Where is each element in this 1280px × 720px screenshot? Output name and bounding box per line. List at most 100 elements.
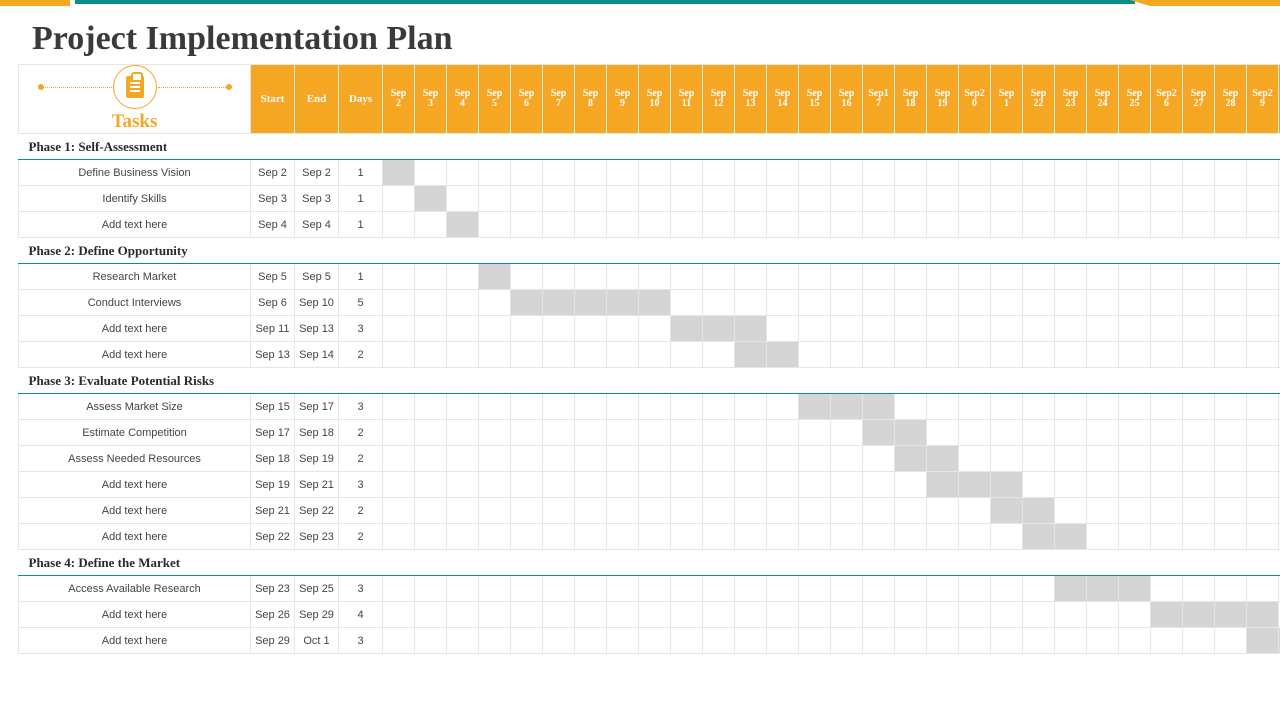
task-row: Identify SkillsSep 3Sep 31 [19, 186, 1280, 212]
gantt-cell [607, 264, 639, 290]
gantt-cell [1151, 576, 1183, 602]
gantt-cell [767, 264, 799, 290]
gantt-cell [1023, 602, 1055, 628]
gantt-cell [511, 316, 543, 342]
gantt-bar-cell [415, 186, 447, 212]
gantt-cell [671, 446, 703, 472]
gantt-cell [1215, 186, 1247, 212]
gantt-cell [447, 342, 479, 368]
gantt-cell [831, 186, 863, 212]
gantt-bar-cell [735, 342, 767, 368]
gantt-cell [735, 498, 767, 524]
task-name: Conduct Interviews [19, 290, 251, 316]
gantt-bar-cell [607, 290, 639, 316]
gantt-cell [639, 264, 671, 290]
task-days: 2 [339, 342, 383, 368]
gantt-cell [927, 576, 959, 602]
gantt-cell [383, 472, 415, 498]
gantt-cell [895, 472, 927, 498]
gantt-cell [959, 576, 991, 602]
task-days: 5 [339, 290, 383, 316]
gantt-cell [383, 446, 415, 472]
gantt-cell [1247, 160, 1279, 186]
gantt-cell [1119, 342, 1151, 368]
gantt-cell [479, 446, 511, 472]
gantt-cell [1087, 186, 1119, 212]
gantt-cell [831, 316, 863, 342]
gantt-cell [1119, 498, 1151, 524]
gantt-cell [511, 472, 543, 498]
gantt-cell [735, 576, 767, 602]
clipboard-icon [113, 65, 157, 109]
task-row: Define Business VisionSep 2Sep 21 [19, 160, 1280, 186]
task-end: Sep 29 [295, 602, 339, 628]
gantt-cell [639, 524, 671, 550]
gantt-cell [1151, 160, 1183, 186]
gantt-cell [1215, 342, 1247, 368]
tasks-header-label: Tasks [19, 111, 250, 133]
gantt-cell [959, 602, 991, 628]
date-header: Sep6 [511, 65, 543, 134]
gantt-cell [639, 576, 671, 602]
gantt-cell [1023, 420, 1055, 446]
gantt-cell [863, 160, 895, 186]
gantt-cell [1023, 394, 1055, 420]
gantt-cell [415, 628, 447, 654]
date-header: Sep13 [735, 65, 767, 134]
gantt-cell [543, 498, 575, 524]
gantt-cell [799, 628, 831, 654]
task-name: Research Market [19, 264, 251, 290]
gantt-bar-cell [927, 472, 959, 498]
gantt-cell [383, 498, 415, 524]
task-start: Sep 21 [251, 498, 295, 524]
gantt-cell [1183, 342, 1215, 368]
gantt-cell [415, 160, 447, 186]
gantt-cell [735, 628, 767, 654]
gantt-cell [575, 420, 607, 446]
gantt-cell [1151, 186, 1183, 212]
phase-row: Phase 1: Self-Assessment [19, 134, 1280, 160]
gantt-cell [991, 290, 1023, 316]
gantt-cell [543, 160, 575, 186]
gantt-bar-cell [1247, 602, 1279, 628]
gantt-cell [1183, 212, 1215, 238]
gantt-cell [1151, 472, 1183, 498]
gantt-cell [767, 602, 799, 628]
gantt-cell [415, 602, 447, 628]
gantt-cell [959, 342, 991, 368]
task-name: Estimate Competition [19, 420, 251, 446]
task-start: Sep 5 [251, 264, 295, 290]
gantt-cell [991, 446, 1023, 472]
task-name: Define Business Vision [19, 160, 251, 186]
task-end: Sep 23 [295, 524, 339, 550]
gantt-cell [575, 628, 607, 654]
gantt-cell [927, 160, 959, 186]
gantt-cell [447, 498, 479, 524]
gantt-bar-cell [799, 394, 831, 420]
gantt-cell [575, 316, 607, 342]
gantt-cell [703, 290, 735, 316]
gantt-cell [959, 498, 991, 524]
gantt-cell [575, 264, 607, 290]
task-name: Add text here [19, 524, 251, 550]
task-name: Add text here [19, 212, 251, 238]
task-row: Research MarketSep 5Sep 51 [19, 264, 1280, 290]
gantt-cell [479, 290, 511, 316]
gantt-cell [543, 212, 575, 238]
date-header: Sep22 [1023, 65, 1055, 134]
gantt-cell [639, 160, 671, 186]
gantt-cell [671, 602, 703, 628]
gantt-cell [703, 628, 735, 654]
gantt-cell [479, 420, 511, 446]
gantt-cell [607, 498, 639, 524]
gantt-cell [1247, 394, 1279, 420]
gantt-cell [991, 316, 1023, 342]
gantt-cell [511, 524, 543, 550]
gantt-cell [735, 186, 767, 212]
gantt-cell [447, 628, 479, 654]
gantt-cell [703, 160, 735, 186]
gantt-bar-cell [863, 394, 895, 420]
gantt-cell [735, 446, 767, 472]
gantt-cell [767, 394, 799, 420]
gantt-cell [1087, 212, 1119, 238]
